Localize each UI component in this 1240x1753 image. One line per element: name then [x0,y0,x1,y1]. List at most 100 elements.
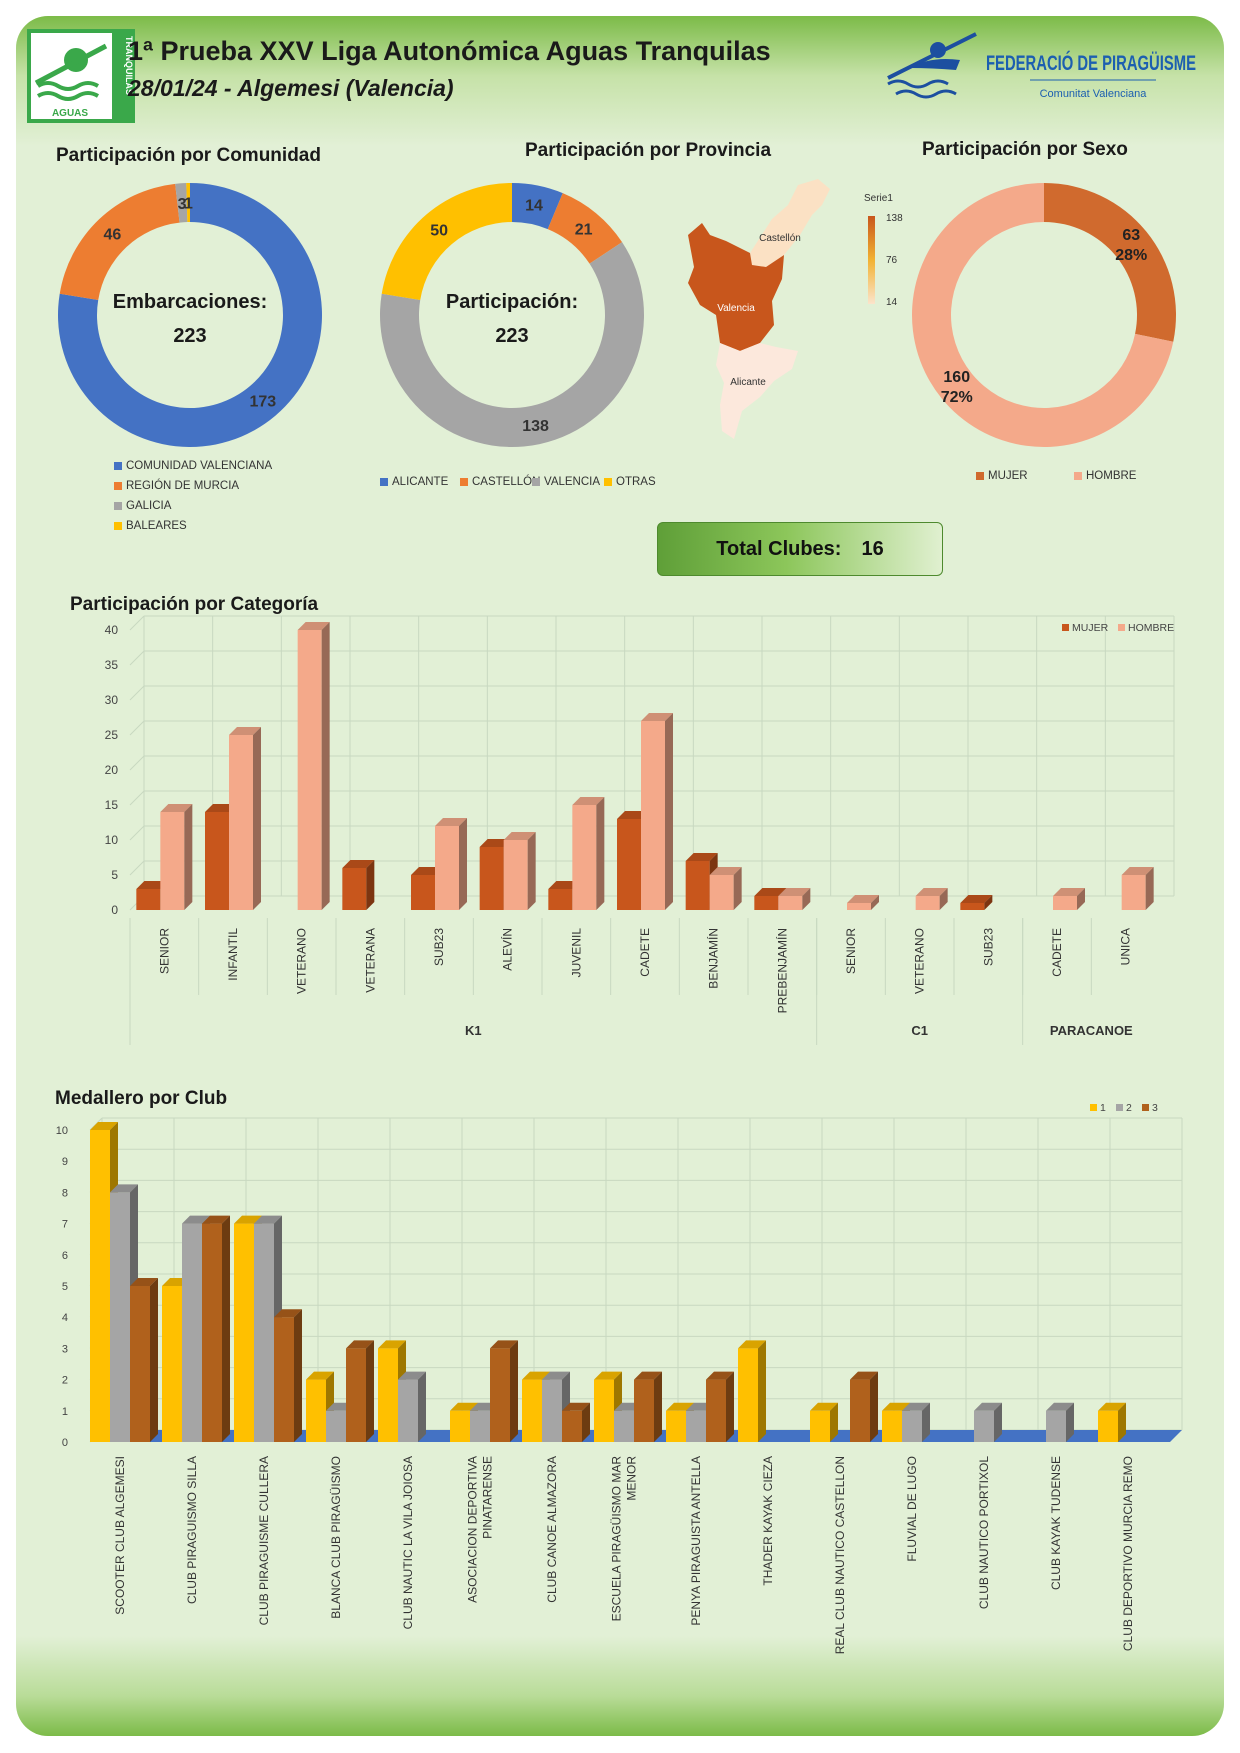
federacio-logo: FEDERACIÓ DE PIRAGÜISME Comunitat Valenc… [887,32,1196,100]
provincia-map: Castellón Valencia Alicante [688,179,830,439]
provincia-legend-label-1: CASTELLÓN [472,476,541,488]
categoria-xtick-9: PREBENJAMÍN [774,928,789,1013]
categoria-bar-hombre-9 [778,888,811,910]
provincia-slice-1 [547,193,623,264]
logo-text-aguas: AGUAS [52,108,88,119]
total-clubes-label: Total Clubes: [716,537,842,560]
provincia-donut-chart: 14 21 138 50 [380,183,644,447]
medallero-xtick-8-0: PENYA PIRAGUISTA ANTELLA [689,1456,703,1626]
medallero-bar-2-12 [974,1402,1002,1442]
categoria-legend-swatch-1 [1118,624,1125,631]
provincia-center-label: Participación: [445,291,579,313]
categoria-grid-diag-3 [129,790,145,806]
categoria-bar-hombre-11 [915,888,948,910]
comunidad-donut-chart: 173 46 31 [58,183,322,447]
map-scale-title: Serie1 [864,193,893,204]
total-clubes-value: 16 [861,537,884,560]
comunidad-legend-label-0: COMUNIDAD VALENCIANA [126,460,273,472]
provincia-legend-swatch-1 [460,478,468,486]
medallero-legend-label-1: 2 [1126,1102,1132,1114]
categoria-bar-hombre-13 [1053,888,1085,910]
provincia-value-label-0: 14 [525,198,543,215]
categoria-bar-mujer-3 [342,860,375,910]
medallero-bar-3-1 [202,1215,230,1442]
map-label-valencia: Valencia [717,303,755,314]
provincia-value-label-2: 138 [522,418,549,435]
medallero-xtick-2-0: CLUB PIRAGUISME CULLERA [257,1456,271,1625]
medallero-bar-3-10 [850,1371,878,1442]
map-region-alicante [716,343,798,439]
provincia-legend-swatch-3 [604,478,612,486]
sexo-value-label-1: 160 [943,369,970,386]
medallero-xtick-3-0: BLANCA CLUB PIRAGÜISMO [329,1456,343,1619]
sexo-legend-label-0: MUJER [988,470,1028,482]
sexo-legend-label-1: HOMBRE [1086,470,1137,482]
sexo-value-label-0: 63 [1122,227,1140,244]
medallero-xtick-0-0: SCOOTER CLUB ALGEMESI [113,1456,127,1615]
medallero-bar-2-13 [1046,1402,1074,1442]
map-region-valencia [688,223,784,351]
comunidad-legend-label-1: REGIÓN DE MURCIA [126,480,240,492]
sexo-slice-0 [1044,183,1176,342]
medallero-bar-3-8 [706,1371,734,1442]
categoria-group-label-1: C1 [911,1023,928,1038]
sexo-legend-item-1: HOMBRE [1074,470,1136,482]
total-clubes-box: Total Clubes: 16 [657,522,943,576]
categoria-grid-diag-1 [129,860,145,876]
categoria-grid-diag-7 [129,650,145,666]
medallero-legend-label-0: 1 [1100,1102,1106,1114]
categoria-xtick-6: JUVENIL [569,928,583,978]
categoria-xtick-2: VETERANO [295,928,309,994]
sexo-legend-item-0: MUJER [976,470,1028,482]
medallero-ytick-8: 8 [62,1187,68,1199]
categoria-group-label-2: PARACANOE [1050,1023,1133,1038]
medallero-ytick-4: 4 [62,1312,68,1324]
medallero-bar-3-6 [562,1402,590,1442]
medallero-title: Medallero por Club [55,1090,227,1109]
categoria-xtick-11: VETERANO [913,928,927,994]
categoria-ytick-5: 25 [105,728,119,742]
medallero-xtick-6-0: CLUB CANOE ALMAZORA [545,1456,559,1603]
map-scale-min: 14 [886,297,898,308]
comunidad-legend-label-3: BALEARES [126,520,187,532]
comunidad-slice-0 [58,183,322,447]
categoria-xtick-12: SUB23 [981,928,995,966]
medallero-xtick-11-0: FLUVIAL DE LUGO [905,1456,919,1562]
comunidad-center-label: Embarcaciones: [112,291,268,313]
medallero-ytick-2: 2 [62,1375,68,1387]
provincia-value-label-1: 21 [575,221,593,238]
categoria-bar-hombre-1 [229,727,261,910]
categoria-xtick-13: CADETE [1050,928,1064,977]
provincia-slice-2 [380,242,644,447]
comunidad-legend-label-2: GALICIA [126,500,172,512]
categoria-ytick-2: 10 [105,833,119,847]
provincia-value-label-3: 50 [430,222,448,239]
comunidad-legend-swatch-3 [114,522,122,530]
categoria-bar-hombre-7 [641,713,673,910]
categoria-ytick-4: 20 [105,763,119,777]
sexo-legend-swatch-0 [976,472,984,480]
provincia-title: Participación por Provincia [525,140,772,161]
categoria-ytick-0: 0 [111,903,118,917]
comunidad-slice-1 [59,183,180,300]
map-region-castellon [750,179,830,267]
categoria-ytick-6: 30 [105,693,119,707]
medallero-xtick-13-0: CLUB KAYAK TUDENSE [1049,1456,1063,1590]
provincia-legend-label-3: OTRAS [616,476,656,488]
categoria-xtick-10: SENIOR [844,928,858,974]
categoria-title: Participación por Categoría [70,594,319,615]
sexo-pct-label-1: 72% [941,389,973,406]
medallero-bar-1-9 [738,1340,766,1442]
medallero-ytick-9: 9 [62,1156,68,1168]
sexo-legend-swatch-1 [1074,472,1082,480]
categoria-bar-hombre-2 [297,622,330,910]
categoria-grid-diag-6 [129,685,145,701]
medallero-legend-swatch-1 [1116,1104,1123,1111]
provincia-legend-item-2: VALENCIA [532,476,600,488]
medallero-bar-2-11 [902,1402,930,1442]
medallero-xtick-5-0: ASOCIACION DEPORTIVA [466,1456,480,1603]
medallero-xtick-7-1: MENOR [625,1456,639,1501]
categoria-bar-hombre-8 [709,867,742,910]
comunidad-value-label-0: 173 [250,394,277,411]
sexo-title: Participación por Sexo [922,139,1128,160]
